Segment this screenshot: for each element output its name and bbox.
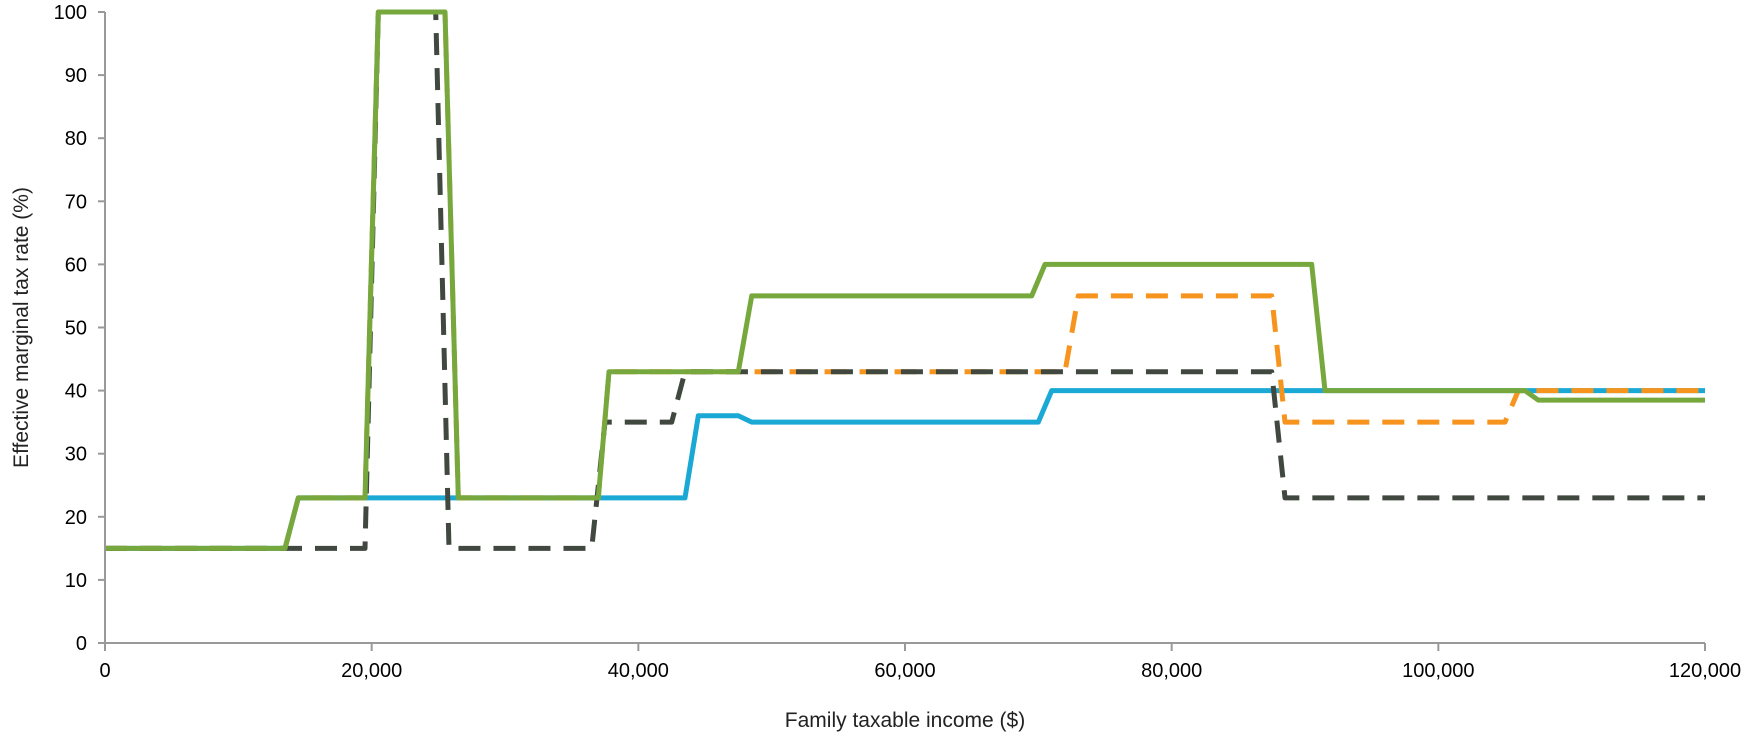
x-tick-label: 40,000 — [608, 660, 669, 682]
series-layer — [105, 9, 1705, 551]
y-tick-label: 30 — [65, 444, 87, 466]
series-line-4 — [105, 9, 1705, 551]
axes-layer: 0 10 20 30 40 50 60 70 80 90 100 0 20,000 40,000 60,00… — [54, 2, 1742, 682]
y-tick-label: 100 — [54, 2, 87, 24]
y-tick-label: 70 — [65, 191, 87, 213]
series-line-1 — [105, 388, 1705, 551]
x-tick-label: 0 — [99, 660, 110, 682]
x-tick-label: 60,000 — [874, 660, 935, 682]
y-tick-label: 90 — [65, 65, 87, 87]
x-axis-title: Family taxable income ($) — [785, 709, 1025, 732]
y-tick-label: 80 — [65, 128, 87, 150]
series-line-2 — [105, 9, 1705, 551]
y-tick-label: 50 — [65, 318, 87, 340]
series-line-3 — [105, 9, 1705, 551]
x-tick-label: 120,000 — [1669, 660, 1741, 682]
y-tick-label: 10 — [65, 570, 87, 592]
x-tick-label: 20,000 — [341, 660, 402, 682]
y-tick-label: 0 — [76, 633, 87, 655]
y-axis-title: Effective marginal tax rate (%) — [10, 187, 33, 468]
x-tick-label: 80,000 — [1141, 660, 1202, 682]
y-tick-label: 20 — [65, 507, 87, 529]
y-tick-label: 60 — [65, 254, 87, 276]
x-tick-label: 100,000 — [1402, 660, 1474, 682]
y-tick-label: 40 — [65, 381, 87, 403]
